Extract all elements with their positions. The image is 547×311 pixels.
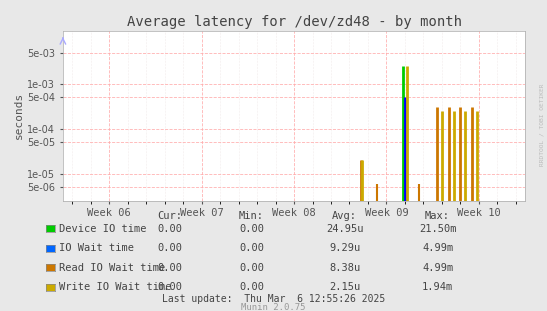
Text: Munin 2.0.75: Munin 2.0.75 [241,303,306,311]
Text: 0.00: 0.00 [239,224,264,234]
Text: 24.95u: 24.95u [326,224,363,234]
Title: Average latency for /dev/zd48 - by month: Average latency for /dev/zd48 - by month [126,15,462,29]
Text: RRDTOOL / TOBI OETIKER: RRDTOOL / TOBI OETIKER [539,83,544,166]
Text: Write IO Wait time: Write IO Wait time [59,282,172,292]
Text: Avg:: Avg: [332,211,357,221]
Text: Device IO time: Device IO time [59,224,147,234]
Text: IO Wait time: IO Wait time [59,243,134,253]
Text: 4.99m: 4.99m [422,243,453,253]
Text: 1.94m: 1.94m [422,282,453,292]
Text: 2.15u: 2.15u [329,282,360,292]
Text: 9.29u: 9.29u [329,243,360,253]
Text: 0.00: 0.00 [157,263,182,273]
Text: Cur:: Cur: [157,211,182,221]
Text: Max:: Max: [425,211,450,221]
Y-axis label: seconds: seconds [14,92,25,139]
Text: Min:: Min: [239,211,264,221]
Text: 0.00: 0.00 [157,224,182,234]
Text: 4.99m: 4.99m [422,263,453,273]
Text: Last update:  Thu Mar  6 12:55:26 2025: Last update: Thu Mar 6 12:55:26 2025 [162,294,385,304]
Text: 0.00: 0.00 [157,243,182,253]
Text: 0.00: 0.00 [239,243,264,253]
Text: 0.00: 0.00 [239,282,264,292]
Text: Read IO Wait time: Read IO Wait time [59,263,165,273]
Text: 0.00: 0.00 [239,263,264,273]
Text: 0.00: 0.00 [157,282,182,292]
Text: 21.50m: 21.50m [419,224,456,234]
Text: 8.38u: 8.38u [329,263,360,273]
